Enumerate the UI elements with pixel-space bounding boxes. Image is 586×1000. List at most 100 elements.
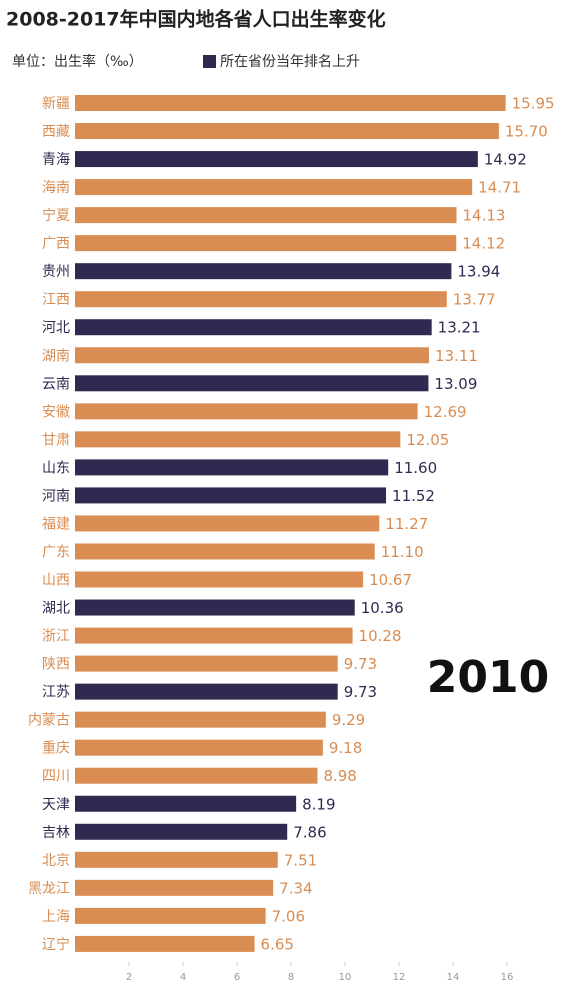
bar xyxy=(75,907,266,924)
category-label: 天津 xyxy=(42,797,70,813)
legend-swatch xyxy=(203,55,216,68)
value-label: 11.10 xyxy=(381,543,424,561)
category-label: 山西 xyxy=(42,573,70,589)
year-annotation: 2010 xyxy=(427,652,549,703)
bar xyxy=(75,823,288,840)
category-label: 北京 xyxy=(42,853,70,869)
x-tick-label: 10 xyxy=(339,972,352,983)
x-tick-label: 16 xyxy=(501,972,514,983)
category-label: 甘肃 xyxy=(42,432,70,448)
x-tick-label: 4 xyxy=(180,972,186,983)
bar xyxy=(75,935,255,952)
value-label: 13.94 xyxy=(457,263,500,281)
value-label: 10.67 xyxy=(369,571,412,589)
value-label: 7.51 xyxy=(284,851,317,869)
value-label: 11.52 xyxy=(392,487,435,505)
category-label: 陕西 xyxy=(42,657,70,673)
value-label: 15.95 xyxy=(512,95,555,113)
category-label: 山东 xyxy=(42,460,70,476)
category-label: 宁夏 xyxy=(42,207,70,224)
bar xyxy=(75,151,478,168)
bar xyxy=(75,683,338,700)
value-label: 7.34 xyxy=(279,879,312,897)
value-label: 9.73 xyxy=(344,655,377,673)
bar xyxy=(75,319,432,336)
x-tick-label: 6 xyxy=(234,972,240,983)
x-tick-label: 2 xyxy=(126,972,132,983)
bar xyxy=(75,459,389,476)
category-label: 湖北 xyxy=(42,601,70,617)
category-label: 福建 xyxy=(42,516,70,532)
category-label: 新疆 xyxy=(42,96,70,112)
category-label: 河南 xyxy=(42,488,70,504)
bar xyxy=(75,795,297,812)
bar xyxy=(75,207,457,224)
bar xyxy=(75,487,387,504)
value-label: 8.19 xyxy=(302,795,335,813)
value-label: 13.77 xyxy=(453,291,496,309)
bar xyxy=(75,851,278,868)
x-tick-label: 12 xyxy=(393,972,406,983)
category-label: 广东 xyxy=(42,544,70,560)
category-label: 四川 xyxy=(42,769,70,785)
value-label: 14.92 xyxy=(484,151,527,169)
x-tick-label: 8 xyxy=(288,972,294,983)
category-label: 吉林 xyxy=(42,825,70,841)
value-label: 12.69 xyxy=(424,403,467,421)
value-label: 9.29 xyxy=(332,711,365,729)
value-label: 14.12 xyxy=(462,235,505,253)
bar xyxy=(75,543,375,560)
bar xyxy=(75,347,429,364)
x-tick-label: 14 xyxy=(447,972,460,983)
bar xyxy=(75,431,401,448)
category-label: 安徽 xyxy=(42,404,70,420)
value-label: 15.70 xyxy=(505,123,548,141)
category-label: 云南 xyxy=(42,376,70,392)
bar xyxy=(75,123,499,140)
value-label: 11.60 xyxy=(394,459,437,477)
category-label: 江西 xyxy=(42,292,70,308)
category-label: 湖南 xyxy=(42,348,70,364)
bar xyxy=(75,767,318,784)
value-label: 9.18 xyxy=(329,739,362,757)
bar xyxy=(75,403,418,420)
value-label: 9.73 xyxy=(344,683,377,701)
bar xyxy=(75,95,506,111)
category-label: 内蒙古 xyxy=(28,713,70,729)
category-label: 河北 xyxy=(42,320,70,336)
bar xyxy=(75,711,326,728)
subtitle: 单位：出生率（‰） xyxy=(12,53,143,70)
category-label: 浙江 xyxy=(42,629,70,645)
bar xyxy=(75,627,353,644)
value-label: 7.06 xyxy=(272,907,305,925)
bar xyxy=(75,179,473,196)
value-label: 11.27 xyxy=(385,515,428,533)
legend-label: 所在省份当年排名上升 xyxy=(220,54,360,70)
bar xyxy=(75,599,355,616)
chart-title: 2008-2017年中国内地各省人口出生率变化 xyxy=(6,8,386,31)
value-label: 10.36 xyxy=(361,599,404,617)
value-label: 13.11 xyxy=(435,347,478,365)
bar xyxy=(75,263,452,280)
category-label: 贵州 xyxy=(42,264,70,280)
bar xyxy=(75,739,323,756)
value-label: 13.21 xyxy=(438,319,481,337)
value-label: 10.28 xyxy=(359,627,402,645)
value-label: 13.09 xyxy=(434,375,477,393)
value-label: 14.13 xyxy=(463,207,506,225)
value-label: 7.86 xyxy=(293,823,326,841)
category-label: 辽宁 xyxy=(42,936,70,953)
bar xyxy=(75,655,338,672)
value-label: 12.05 xyxy=(406,431,449,449)
category-label: 青海 xyxy=(42,152,70,168)
category-label: 江苏 xyxy=(42,685,70,701)
bar xyxy=(75,291,447,308)
bar xyxy=(75,571,364,588)
bar xyxy=(75,515,380,532)
bar xyxy=(75,879,274,896)
category-label: 上海 xyxy=(42,909,70,925)
category-label: 广西 xyxy=(42,236,70,252)
category-label: 西藏 xyxy=(42,124,70,140)
category-label: 黑龙江 xyxy=(28,881,70,897)
